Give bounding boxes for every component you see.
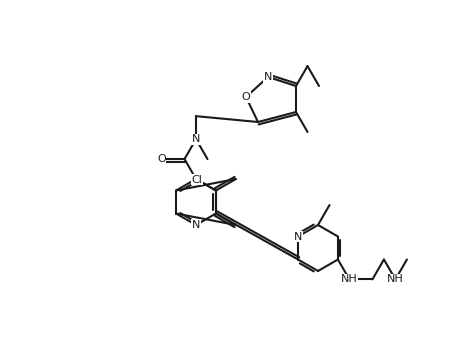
Text: NH: NH (341, 274, 358, 284)
Text: N: N (294, 232, 302, 242)
Text: N: N (192, 134, 200, 144)
Text: NH: NH (387, 274, 404, 284)
Text: O: O (241, 92, 250, 102)
Text: N: N (264, 72, 272, 82)
Text: Cl: Cl (191, 175, 203, 185)
Text: O: O (157, 154, 166, 164)
Text: N: N (192, 220, 200, 230)
